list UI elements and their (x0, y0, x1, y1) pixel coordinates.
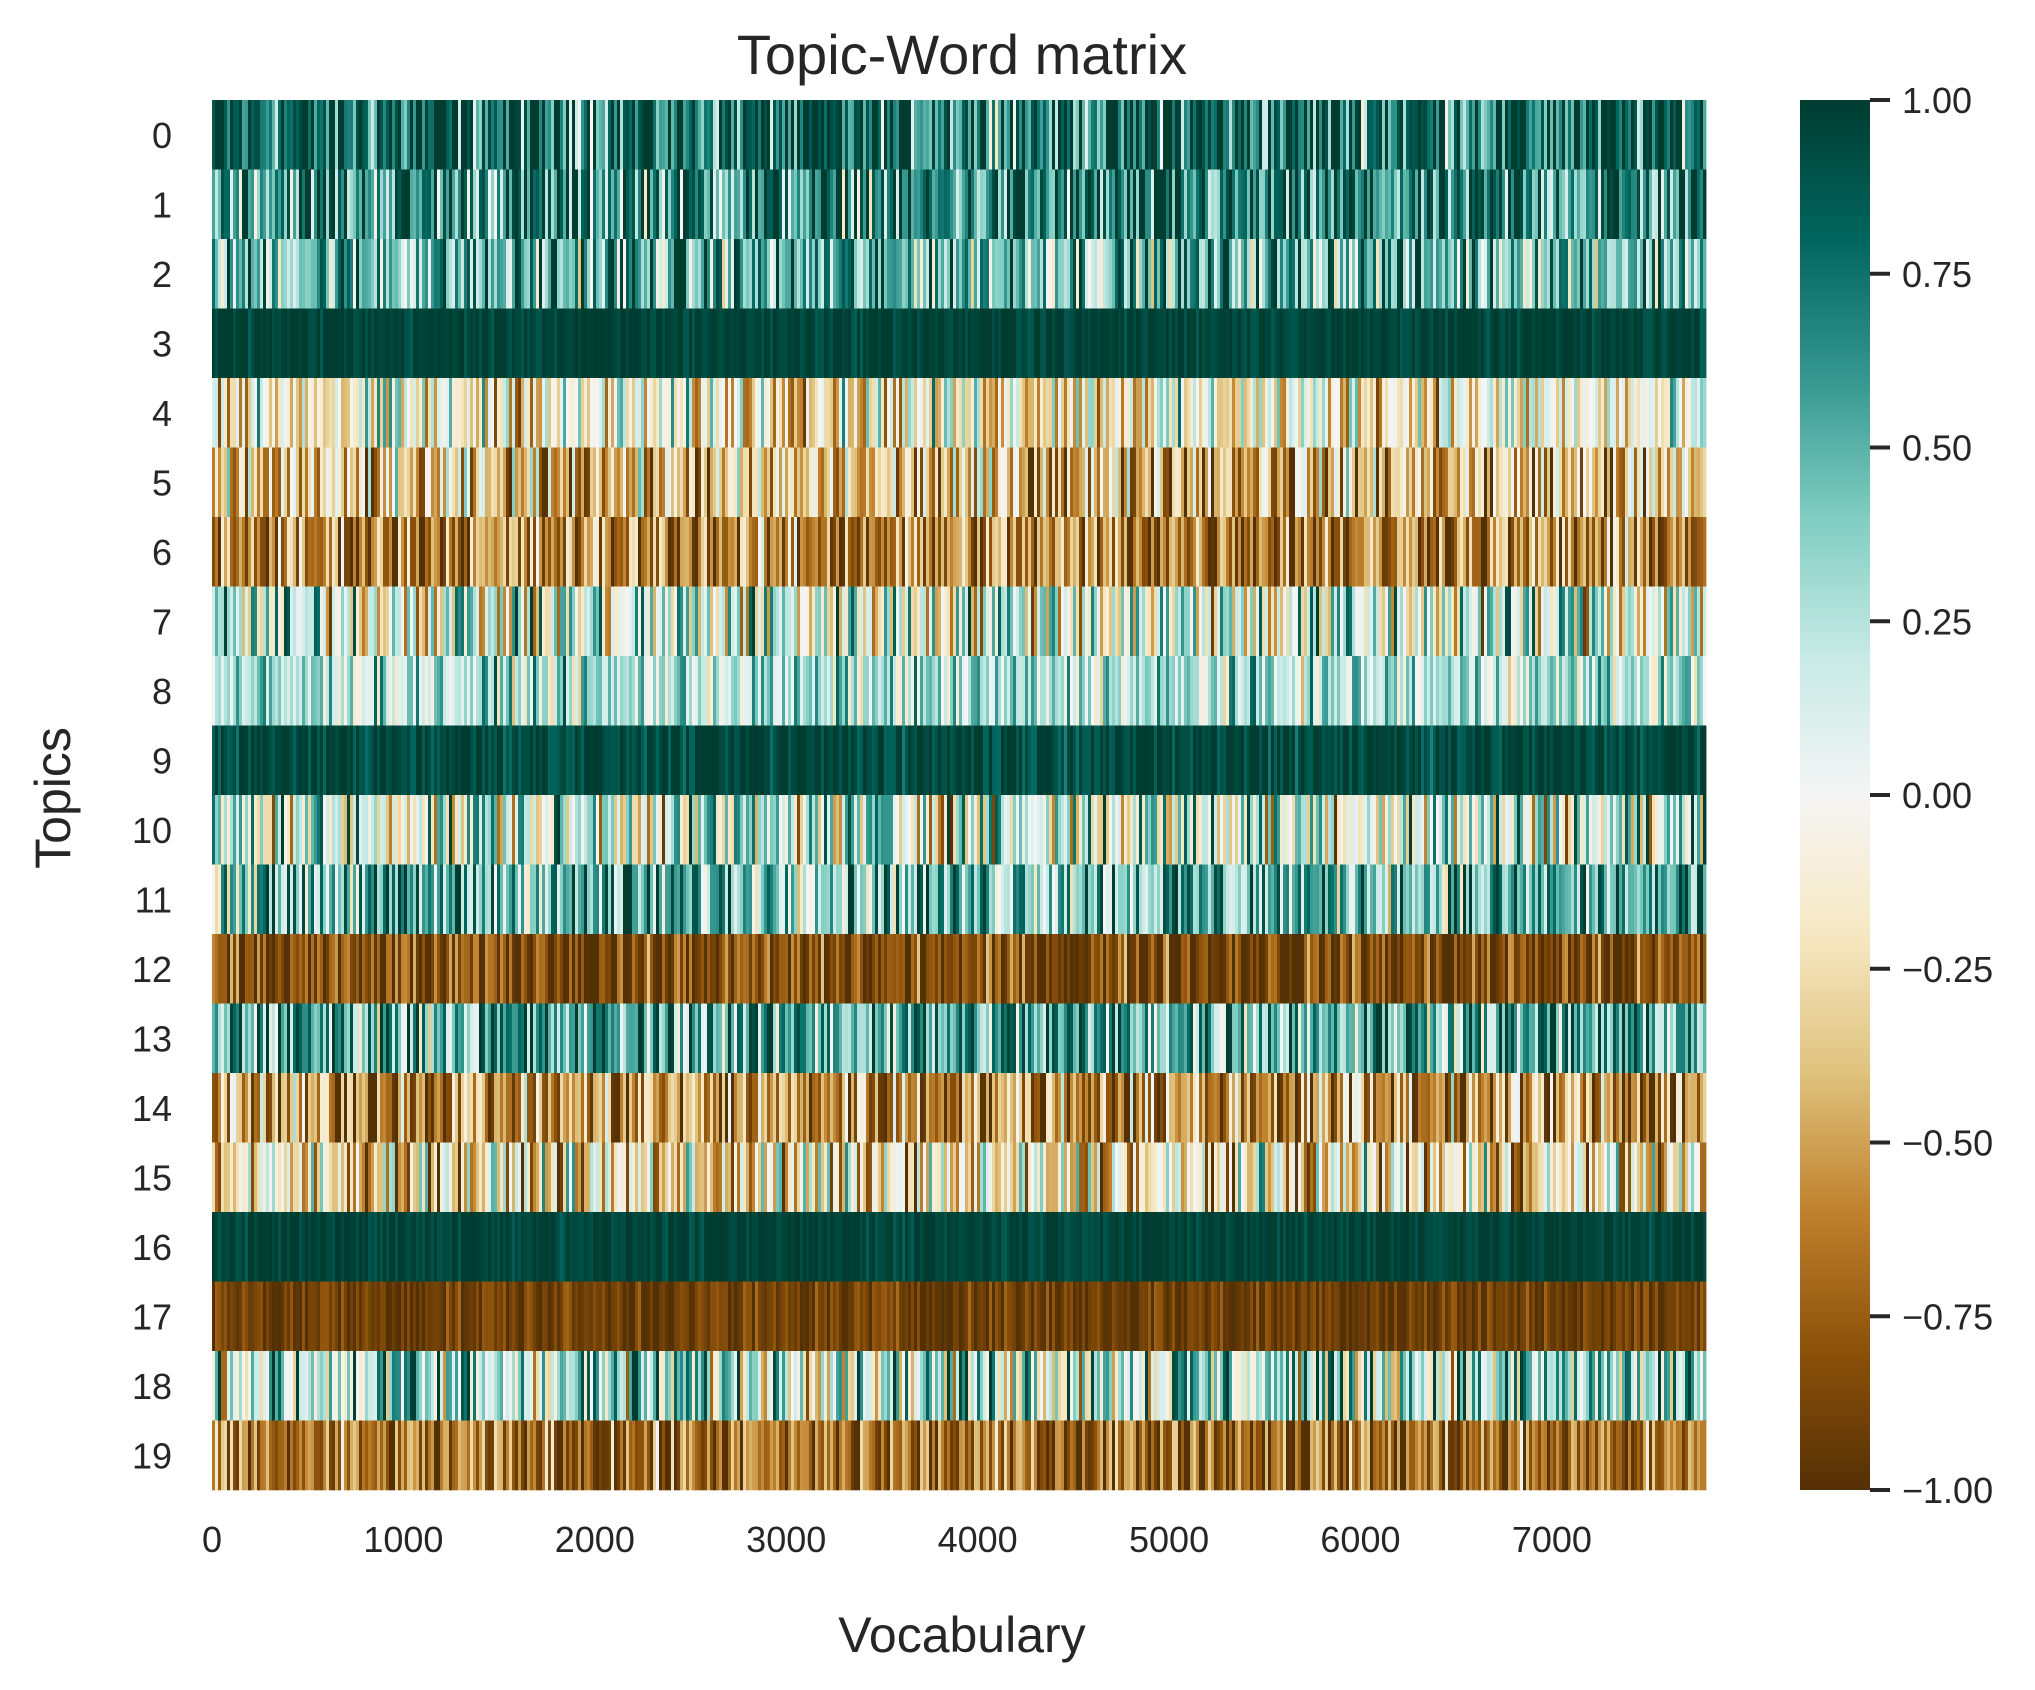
y-tick-label: 13 (132, 1018, 172, 1059)
y-tick-label: 9 (152, 740, 172, 781)
heatmap-row-18 (212, 1351, 1707, 1421)
y-axis-label: Topics (25, 727, 81, 869)
colorbar-ticks: 1.00 0.75 0.50 0.25 0.00 −0.25 −0.50 −0.75 −1.00 (1870, 80, 1993, 1511)
y-tick-label: 11 (135, 879, 172, 920)
heatmap-row-9 (212, 725, 1707, 796)
colorbar-tick-label: −0.75 (1902, 1296, 1993, 1337)
colorbar-tick-label: 0.00 (1902, 775, 1972, 816)
heatmap-row-7 (212, 586, 1707, 657)
heatmap-row-6 (212, 517, 1707, 587)
x-tick-label: 4000 (938, 1519, 1018, 1560)
heatmap-row-14 (212, 1073, 1707, 1143)
colorbar-tick-label: 0.75 (1902, 254, 1972, 295)
y-tick-label: 3 (152, 323, 172, 364)
x-tick-label: 7000 (1512, 1519, 1592, 1560)
colorbar-tick-label: 0.25 (1902, 601, 1972, 642)
y-tick-label: 18 (132, 1366, 172, 1407)
heatmap-row-8 (212, 656, 1707, 726)
x-axis-ticks: 0 1000 2000 3000 4000 5000 6000 7000 (202, 1519, 1592, 1560)
heatmap-cells (212, 100, 1707, 1491)
x-tick-label: 1000 (363, 1519, 443, 1560)
heatmap-row-16 (212, 1212, 1707, 1282)
y-tick-label: 15 (132, 1157, 172, 1198)
colorbar (1800, 100, 1870, 1490)
heatmap-row-5 (212, 447, 1707, 518)
colorbar-tick-label: −0.50 (1902, 1123, 1993, 1164)
y-tick-label: 2 (152, 254, 172, 295)
heatmap-row-19 (212, 1420, 1707, 1491)
y-tick-label: 14 (132, 1088, 172, 1129)
y-tick-label: 8 (152, 671, 172, 712)
heatmap-row-2 (212, 239, 1707, 309)
y-tick-label: 19 (132, 1435, 172, 1476)
colorbar-tick-label: −0.25 (1902, 949, 1993, 990)
heatmap-row-11 (212, 864, 1707, 935)
colorbar-tick-label: 1.00 (1902, 80, 1972, 121)
y-tick-label: 1 (152, 184, 172, 225)
chart-title: Topic-Word matrix (737, 23, 1187, 86)
x-tick-label: 6000 (1320, 1519, 1400, 1560)
heatmap-row-4 (212, 378, 1707, 448)
y-tick-label: 10 (132, 810, 172, 851)
x-tick-label: 5000 (1129, 1519, 1209, 1560)
heatmap-row-12 (212, 934, 1707, 1004)
x-axis-label: Vocabulary (838, 1607, 1085, 1663)
x-tick-label: 3000 (746, 1519, 826, 1560)
heatmap-row-10 (212, 795, 1707, 865)
colorbar-tick-label: −1.00 (1902, 1470, 1993, 1511)
heatmap-row-3 (212, 308, 1707, 379)
x-tick-label: 2000 (555, 1519, 635, 1560)
y-tick-label: 17 (132, 1296, 172, 1337)
colorbar-tick-label: 0.50 (1902, 428, 1972, 469)
x-tick-label: 0 (202, 1519, 222, 1560)
heatmap-row-0 (212, 100, 1707, 170)
y-tick-label: 16 (132, 1227, 172, 1268)
y-tick-label: 5 (152, 462, 172, 503)
y-tick-label: 0 (152, 115, 172, 156)
y-tick-label: 6 (152, 532, 172, 573)
heatmap-row-17 (212, 1281, 1707, 1352)
heatmap-row-15 (212, 1142, 1707, 1213)
y-tick-label: 7 (152, 601, 172, 642)
y-tick-label: 4 (152, 393, 172, 434)
heatmap-row-1 (212, 169, 1707, 240)
y-tick-label: 12 (132, 949, 172, 990)
heatmap-row-13 (212, 1003, 1707, 1074)
